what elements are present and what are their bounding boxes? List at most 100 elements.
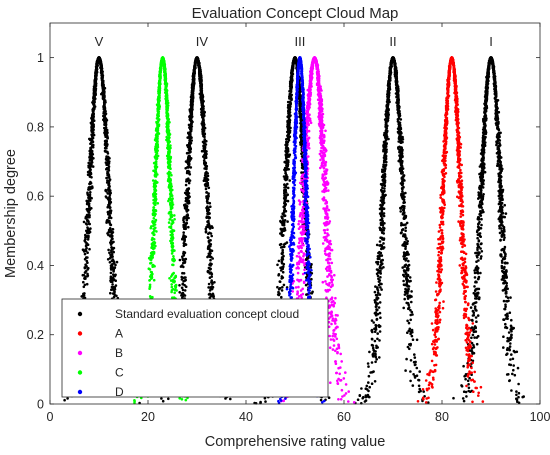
cloud-drop — [88, 222, 91, 226]
cloud-drop — [204, 151, 207, 154]
cloud-drop — [83, 266, 87, 270]
cloud-drop — [86, 191, 89, 194]
cloud-drop — [89, 227, 92, 230]
cloud-drop — [109, 291, 112, 295]
cloud-drop — [285, 140, 288, 144]
cloud-drop — [205, 200, 209, 203]
cloud-drop — [86, 261, 89, 265]
cloud-drop — [203, 132, 206, 135]
cloud-drop — [188, 151, 192, 154]
cloud-drop — [108, 185, 111, 188]
cloud-drop — [109, 243, 113, 246]
cloud-drop — [410, 290, 413, 293]
cloud-drop — [285, 164, 288, 167]
cloud-drop — [299, 138, 303, 142]
cloud-drop — [298, 87, 302, 91]
cloud-drop — [85, 202, 89, 206]
cloud-drop — [406, 345, 410, 349]
cloud-drop — [84, 238, 87, 241]
cloud-drop — [90, 126, 93, 130]
cloud-drop — [183, 258, 187, 261]
cloud-drop — [289, 95, 293, 98]
cloud-drop — [102, 97, 105, 101]
cloud-drop — [282, 265, 285, 269]
cloud-drop — [370, 382, 374, 386]
cloud-drop — [207, 286, 210, 289]
cloud-drop — [409, 318, 413, 322]
cloud-drop — [103, 120, 106, 123]
cloud-drop — [377, 324, 381, 327]
cloud-drop — [299, 140, 303, 144]
cloud-drop — [105, 166, 109, 170]
cloud-drop — [84, 263, 87, 267]
cloud-drop — [108, 160, 111, 163]
cloud-drop — [188, 114, 192, 118]
cloud-drop — [191, 92, 195, 96]
cloud-drop — [194, 58, 198, 61]
cloud-drop — [112, 289, 116, 292]
cloud-drop — [288, 129, 291, 133]
cloud-drop — [206, 183, 210, 187]
cloud-drop — [82, 285, 86, 289]
cloud-drop — [86, 251, 89, 254]
cloud-drop — [198, 65, 201, 69]
cloud-drop — [286, 147, 290, 151]
cloud-drop — [209, 232, 213, 235]
cloud-drop — [83, 283, 87, 287]
cloud-drop — [91, 129, 94, 132]
cloud-drop — [288, 179, 292, 182]
cloud-drop — [91, 131, 95, 135]
cloud-drop — [114, 263, 117, 267]
cloud-drop — [186, 201, 189, 204]
cloud-drop — [186, 166, 190, 169]
cloud-drop — [259, 400, 262, 404]
cloud-drop — [108, 222, 112, 225]
cloud-drop — [207, 293, 211, 296]
cloud-drop — [180, 264, 184, 267]
cloud-drop — [287, 110, 291, 114]
cloud-drop — [106, 136, 109, 140]
cloud-drop — [277, 287, 281, 291]
cloud-drop — [202, 100, 205, 103]
cloud-drop — [104, 129, 107, 133]
cloud-drop — [277, 259, 281, 263]
cloud-drop — [202, 113, 205, 116]
cloud-drop — [207, 252, 211, 255]
cloud-drop — [109, 239, 113, 242]
cloud-drop — [91, 165, 95, 168]
cloud-drop — [206, 178, 210, 182]
cloud-drop — [204, 176, 208, 180]
cloud-drop — [206, 255, 209, 259]
cloud-drop — [299, 129, 303, 132]
cloud-drop — [204, 167, 207, 170]
cloud-drop — [182, 244, 186, 248]
cloud-drop — [284, 185, 288, 189]
cloud-drop — [210, 234, 213, 238]
cloud-drop — [399, 118, 403, 121]
cloud-drop — [299, 118, 303, 122]
cloud-drop — [115, 260, 119, 264]
cloud-drop — [188, 154, 191, 158]
cloud-drop — [84, 275, 87, 279]
cloud-drop — [291, 68, 294, 71]
cloud-drop — [107, 228, 111, 232]
cloud-drop — [207, 246, 211, 250]
cloud-drop — [187, 177, 190, 180]
cloud-drop — [104, 117, 107, 121]
cloud-drop — [282, 219, 285, 222]
cloud-drop — [107, 198, 111, 201]
cloud-drop — [112, 273, 115, 276]
cloud-drop — [88, 169, 92, 173]
cloud-drop — [102, 88, 105, 91]
cloud-0-3 — [354, 56, 430, 405]
cloud-drop — [111, 263, 114, 266]
cloud-drop — [210, 293, 214, 297]
cloud-drop — [208, 243, 211, 247]
cloud-drop — [108, 261, 112, 264]
cloud-drop — [284, 166, 288, 170]
cloud-drop — [280, 228, 283, 231]
cloud-drop — [209, 258, 212, 262]
cloud-drop — [112, 267, 115, 270]
cloud-drop — [88, 172, 92, 175]
cloud-drop — [107, 163, 110, 166]
